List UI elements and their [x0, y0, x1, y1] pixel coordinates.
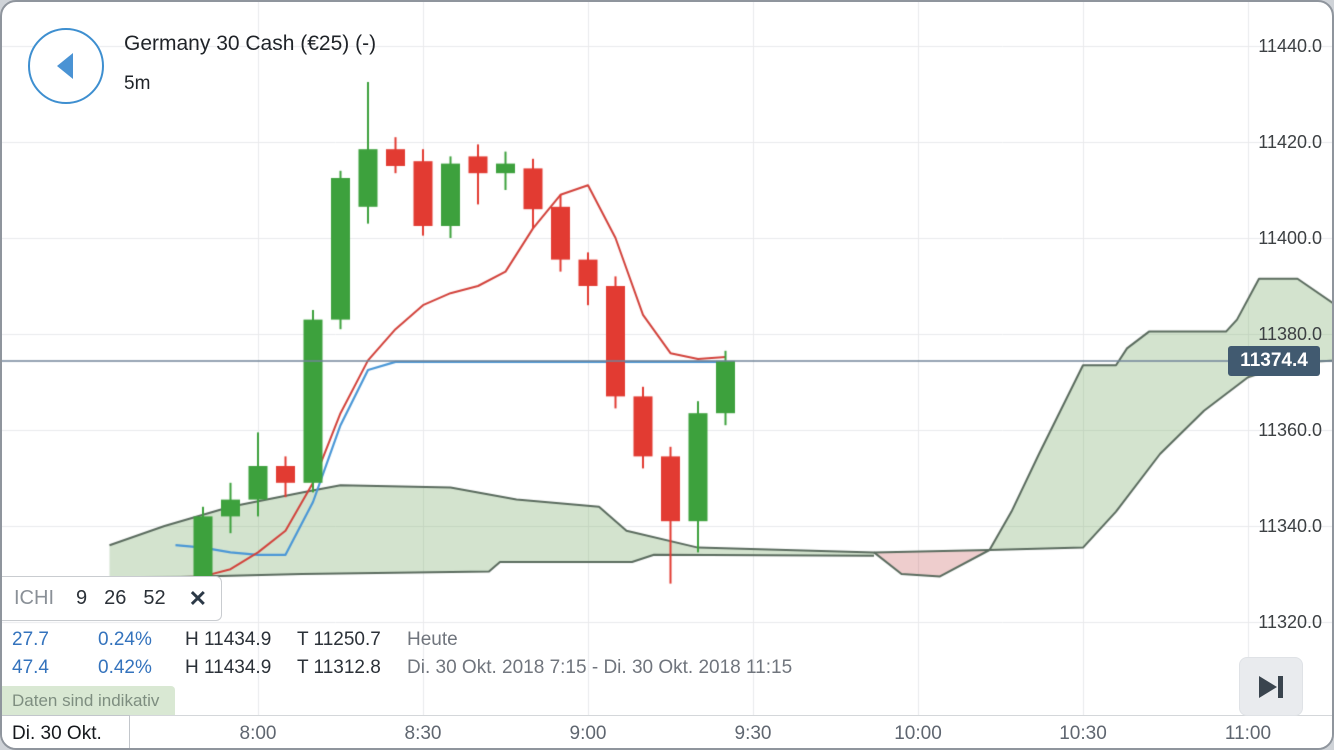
change-percent: 0.24% [98, 629, 152, 650]
time-axis-label: 8:00 [239, 723, 277, 744]
high-value: H 11434.9 [185, 629, 272, 650]
skip-to-end-icon [1256, 673, 1286, 701]
time-axis-label: 10:00 [894, 723, 942, 744]
time-axis-label: 11:00 [1224, 723, 1272, 744]
skip-to-latest-button[interactable] [1239, 657, 1303, 716]
indicator-param: 9 [76, 587, 88, 609]
indicator-name: ICHI [14, 587, 54, 609]
indicator-param: 26 [104, 587, 127, 609]
close-indicator-button[interactable]: ✕ [188, 585, 208, 611]
time-axis: Di. 30 Okt. 8:00 8:30 9:00 9:30 10:00 10… [2, 715, 1332, 748]
price-axis-label: 11440.0 [1258, 36, 1322, 56]
price-axis-label: 11380.0 [1258, 324, 1322, 344]
high-value: H 11434.9 [185, 657, 272, 678]
time-axis-label: 9:30 [734, 723, 772, 744]
low-value: T 11312.8 [297, 657, 381, 678]
time-axis-label: 10:30 [1059, 723, 1107, 744]
indicator-legend: ICHI 9 26 52 ✕ [2, 576, 223, 621]
price-axis-label: 11320.0 [1258, 612, 1322, 632]
period-label: Heute [407, 629, 458, 650]
disclaimer-text: Daten sind indikativ [2, 686, 176, 719]
low-value: T 11250.7 [297, 629, 381, 650]
instrument-title: Germany 30 Cash (€25) (-) [124, 32, 377, 55]
session-stats: 27.7 0.24% H 11434.9 T 11250.7 Heute 47.… [12, 626, 792, 682]
stats-row-today: 27.7 0.24% H 11434.9 T 11250.7 Heute [12, 626, 792, 654]
current-price-badge: 11374.4 [1228, 346, 1320, 376]
price-axis-label: 11400.0 [1258, 228, 1322, 248]
price-axis-label: 11360.0 [1258, 420, 1322, 440]
price-axis-label: 11420.0 [1258, 132, 1322, 152]
change-value: 27.7 [12, 629, 49, 650]
time-axis-label: 8:30 [404, 723, 442, 744]
period-label: Di. 30 Okt. 2018 7:15 - Di. 30 Okt. 2018… [407, 657, 793, 678]
time-axis-label: 9:00 [569, 723, 607, 744]
change-percent: 0.42% [98, 657, 152, 678]
price-axis-label: 11340.0 [1258, 516, 1322, 536]
stats-row-range: 47.4 0.42% H 11434.9 T 11312.8 Di. 30 Ok… [12, 654, 792, 682]
indicator-param: 52 [143, 587, 166, 609]
timeframe-label: 5m [124, 73, 151, 94]
date-label: Di. 30 Okt. [2, 715, 130, 748]
back-arrow-icon [49, 49, 83, 83]
back-button[interactable] [28, 28, 104, 104]
change-value: 47.4 [12, 657, 49, 678]
